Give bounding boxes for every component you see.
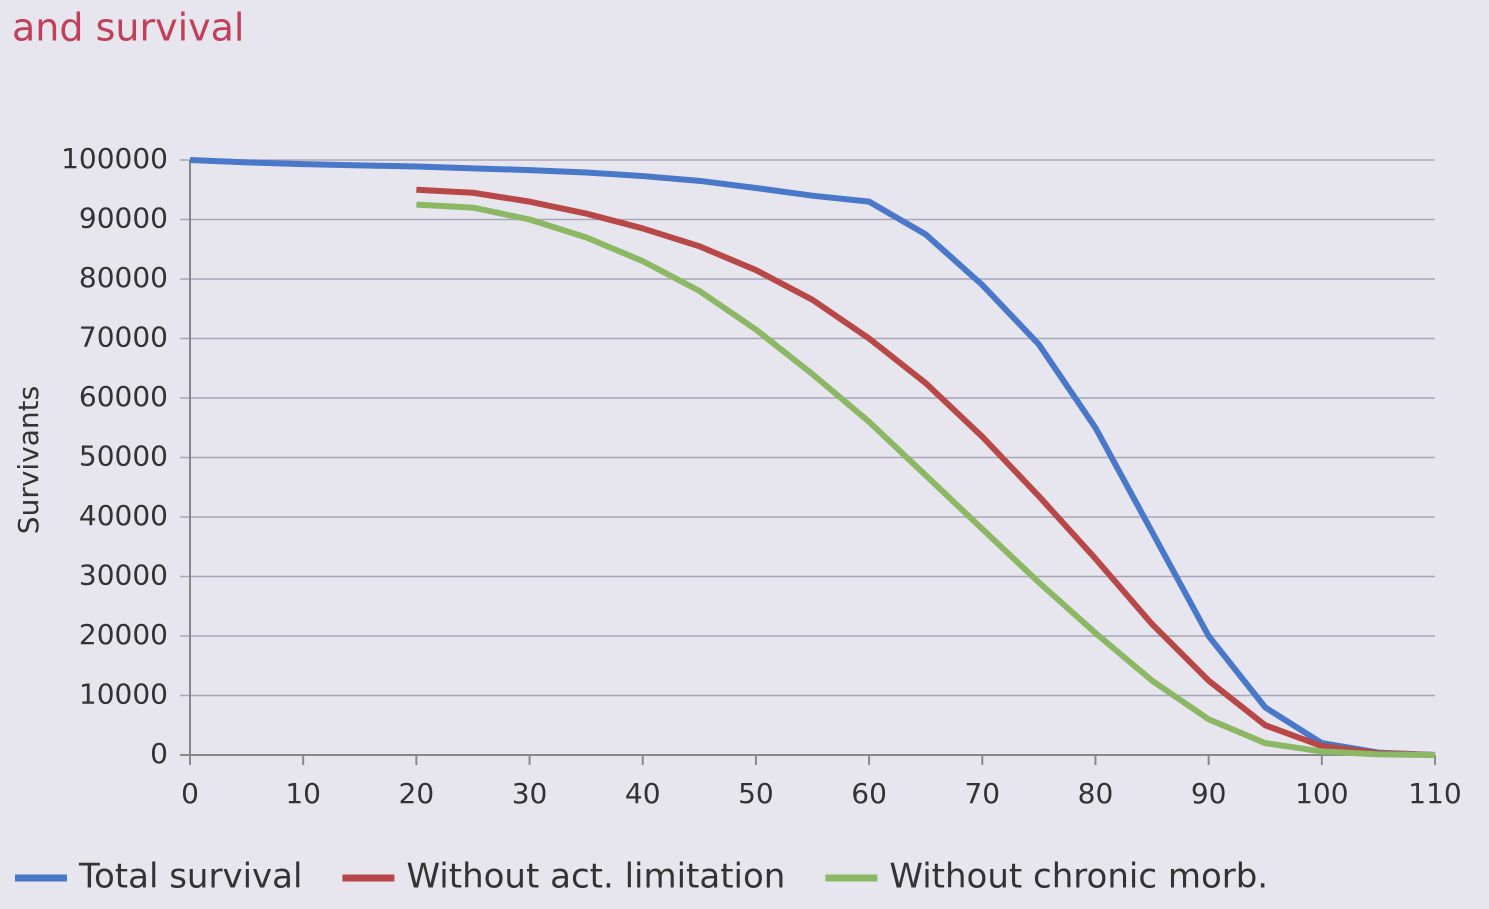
x-tick-label: 80 xyxy=(1078,777,1114,810)
x-tick-label: 10 xyxy=(285,777,321,810)
y-tick-label: 10000 xyxy=(79,678,168,711)
x-tick-label: 50 xyxy=(738,777,774,810)
x-tick-label: 100 xyxy=(1295,777,1348,810)
legend-label: Without chronic morb. xyxy=(889,857,1268,897)
y-tick-label: 90000 xyxy=(79,202,168,235)
y-tick-label: 30000 xyxy=(79,559,168,592)
y-tick-label: 60000 xyxy=(79,380,168,413)
y-tick-label: 50000 xyxy=(79,440,168,473)
x-tick-label: 70 xyxy=(964,777,1000,810)
x-tick-label: 60 xyxy=(851,777,887,810)
y-axis-label: Survivants xyxy=(12,386,45,534)
y-tick-label: 100000 xyxy=(61,142,168,175)
legend-label: Without act. limitation xyxy=(406,857,785,897)
y-tick-label: 80000 xyxy=(79,261,168,294)
chart-title: and survival xyxy=(12,6,244,50)
legend-label: Total survival xyxy=(78,857,302,897)
background xyxy=(0,0,1489,909)
x-tick-label: 90 xyxy=(1191,777,1227,810)
y-tick-label: 0 xyxy=(150,737,168,770)
x-tick-label: 110 xyxy=(1408,777,1461,810)
y-tick-label: 20000 xyxy=(79,618,168,651)
y-tick-label: 40000 xyxy=(79,499,168,532)
x-tick-label: 30 xyxy=(512,777,548,810)
x-tick-label: 40 xyxy=(625,777,661,810)
chart: and survival Survivants 0 10000 20000 30000… xyxy=(0,0,1489,909)
x-tick-label: 20 xyxy=(399,777,435,810)
y-tick-label: 70000 xyxy=(79,321,168,354)
x-tick-label: 0 xyxy=(181,777,199,810)
